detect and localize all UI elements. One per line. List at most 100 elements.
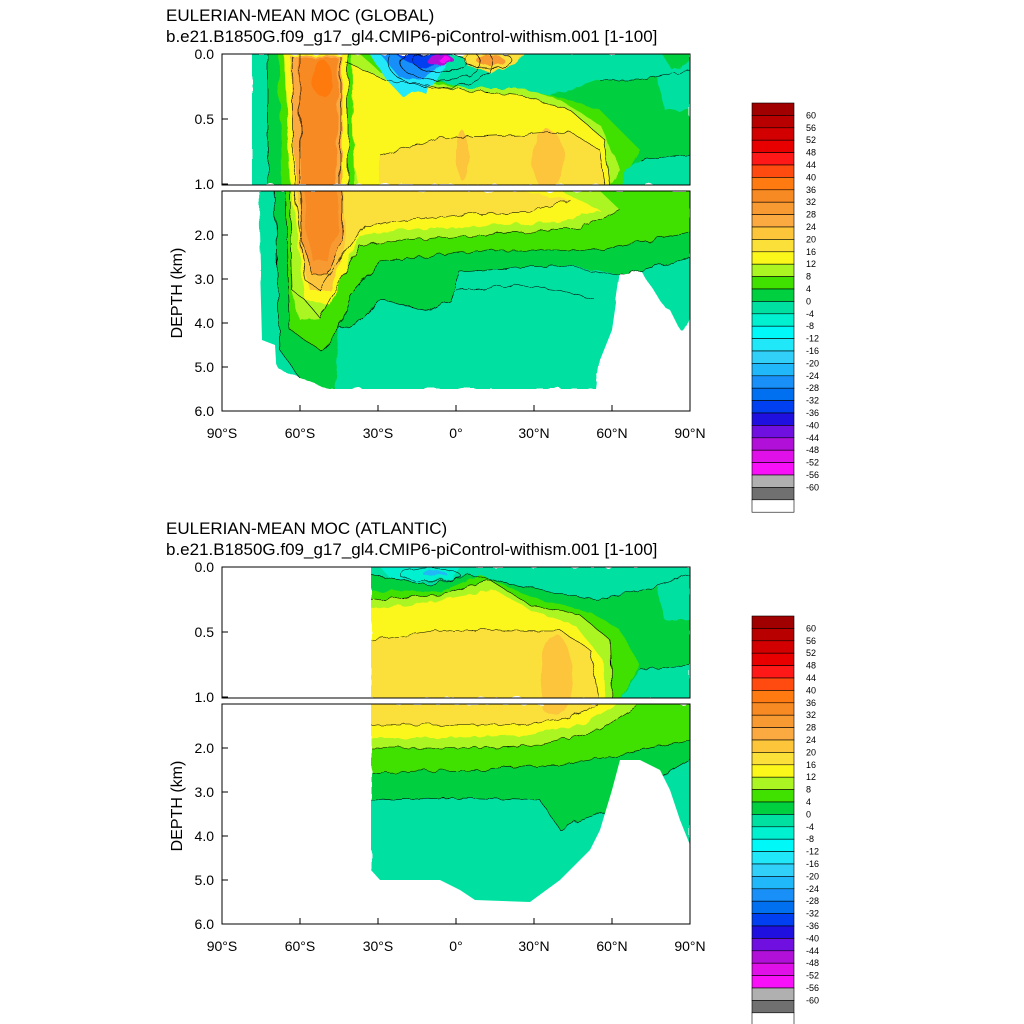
colorbar-swatch <box>751 714 795 728</box>
colorbar-swatch <box>751 288 795 302</box>
colorbar-swatch <box>751 449 795 463</box>
colorbar-label: -32 <box>806 909 819 919</box>
colorbar-label: -24 <box>806 371 819 381</box>
y-tick-label: 1.0 <box>195 689 215 705</box>
colorbar-label: 60 <box>806 110 816 120</box>
colorbar-label: 36 <box>806 698 816 708</box>
colorbar-label: 40 <box>806 685 816 695</box>
colorbar-swatch <box>751 814 795 828</box>
colorbar-swatch <box>751 102 795 116</box>
colorbar-label: 44 <box>806 160 816 170</box>
colorbar-label: -44 <box>806 433 819 443</box>
contour-field-lower <box>222 704 690 924</box>
x-tick-label: 0° <box>449 425 462 441</box>
colorbar-swatch <box>751 474 795 488</box>
x-tick-label: 90°N <box>674 425 705 441</box>
colorbar-label: -24 <box>806 884 819 894</box>
colorbar-label: -28 <box>806 896 819 906</box>
x-tick-label: 30°N <box>518 425 549 441</box>
y-tick-label: 6.0 <box>195 916 215 932</box>
colorbar-swatch <box>751 615 795 629</box>
y-ticks: 0.0 0.5 1.0 2.0 3.0 4.0 5.0 6.0 <box>195 46 228 419</box>
colorbar-swatch <box>751 776 795 790</box>
colorbar-swatch <box>751 226 795 240</box>
x-tick-label: 60°S <box>285 425 316 441</box>
colorbar-swatch <box>751 487 795 501</box>
chart-title: EULERIAN-MEAN MOC (GLOBAL) <box>166 6 434 25</box>
colorbar-swatch <box>751 764 795 778</box>
colorbar-label: 32 <box>806 710 816 720</box>
y-tick-label: 0.0 <box>195 46 215 62</box>
colorbar-label: 24 <box>806 222 816 232</box>
colorbar-label: -20 <box>806 871 819 881</box>
contour-field-upper <box>222 567 690 698</box>
x-tick-label: 60°N <box>596 938 627 954</box>
colorbar-label: -12 <box>806 334 819 344</box>
y-tick-label: 4.0 <box>195 828 215 844</box>
colorbar-label: -20 <box>806 358 819 368</box>
colorbar-swatch <box>751 987 795 1001</box>
colorbar-swatch <box>751 127 795 141</box>
x-tick-label: 90°S <box>207 425 238 441</box>
y-tick-label: 0.5 <box>195 624 215 640</box>
y-tick-label: 2.0 <box>195 740 215 756</box>
y-tick-label: 4.0 <box>195 315 215 331</box>
colorbar-swatch <box>751 189 795 203</box>
colorbar-swatch <box>751 665 795 679</box>
colorbar-label: -12 <box>806 847 819 857</box>
colorbar-label: -36 <box>806 408 819 418</box>
chart-title: EULERIAN-MEAN MOC (ATLANTIC) <box>166 519 447 538</box>
colorbar-swatch <box>751 1012 795 1024</box>
colorbar-swatch <box>751 888 795 902</box>
chart-subtitle: b.e21.B1850G.f09_g17_gl4.CMIP6-piControl… <box>166 540 657 559</box>
x-tick-label: 60°N <box>596 425 627 441</box>
colorbar-swatch <box>751 115 795 129</box>
y-tick-label: 5.0 <box>195 359 215 375</box>
colorbar-swatch <box>751 499 795 513</box>
colorbar-swatch <box>751 139 795 153</box>
x-tick-label: 90°N <box>674 938 705 954</box>
colorbar-label: -28 <box>806 383 819 393</box>
colorbar-swatch <box>751 801 795 815</box>
colorbar-swatch <box>751 752 795 766</box>
y-tick-label: 3.0 <box>195 271 215 287</box>
colorbar-label: 52 <box>806 135 816 145</box>
colorbar-label: -4 <box>806 309 814 319</box>
chart-subtitle: b.e21.B1850G.f09_g17_gl4.CMIP6-piControl… <box>166 27 657 46</box>
colorbar-label: 16 <box>806 760 816 770</box>
colorbar-swatch <box>751 975 795 989</box>
colorbar-label: -52 <box>806 971 819 981</box>
y-axis-label: DEPTH (km) <box>169 761 186 852</box>
colorbar-swatch <box>751 214 795 228</box>
colorbar-swatch <box>751 425 795 439</box>
colorbar-label: 4 <box>806 797 811 807</box>
colorbar-swatch <box>751 789 795 803</box>
colorbar-label: 48 <box>806 148 816 158</box>
colorbar-label: -60 <box>806 482 819 492</box>
colorbar-label: -16 <box>806 859 819 869</box>
colorbar-swatch <box>751 628 795 642</box>
colorbar-swatch <box>751 739 795 753</box>
colorbar-label: 4 <box>806 284 811 294</box>
colorbar-swatch <box>751 925 795 939</box>
colorbar-label: -32 <box>806 396 819 406</box>
colorbar-swatch <box>751 301 795 315</box>
colorbar-swatch <box>751 177 795 191</box>
y-tick-label: 0.5 <box>195 111 215 127</box>
colorbar-label: 20 <box>806 747 816 757</box>
colorbar-label: 0 <box>806 809 811 819</box>
colorbar-swatch <box>751 363 795 377</box>
colorbar-atlantic: 60565248444036322824201612840-4-8-12-16-… <box>751 615 819 1024</box>
colorbar-label: 56 <box>806 123 816 133</box>
contour-field-upper <box>222 54 690 185</box>
y-tick-label: 5.0 <box>195 872 215 888</box>
colorbar-swatch <box>751 313 795 327</box>
colorbar-label: 20 <box>806 234 816 244</box>
colorbar-label: 56 <box>806 636 816 646</box>
colorbar-label: 0 <box>806 296 811 306</box>
colorbar-swatch <box>751 251 795 265</box>
panel-atlantic: EULERIAN-MEAN MOC (ATLANTIC) b.e21.B1850… <box>166 519 706 954</box>
colorbar-swatch <box>751 437 795 451</box>
colorbar-swatch <box>751 727 795 741</box>
